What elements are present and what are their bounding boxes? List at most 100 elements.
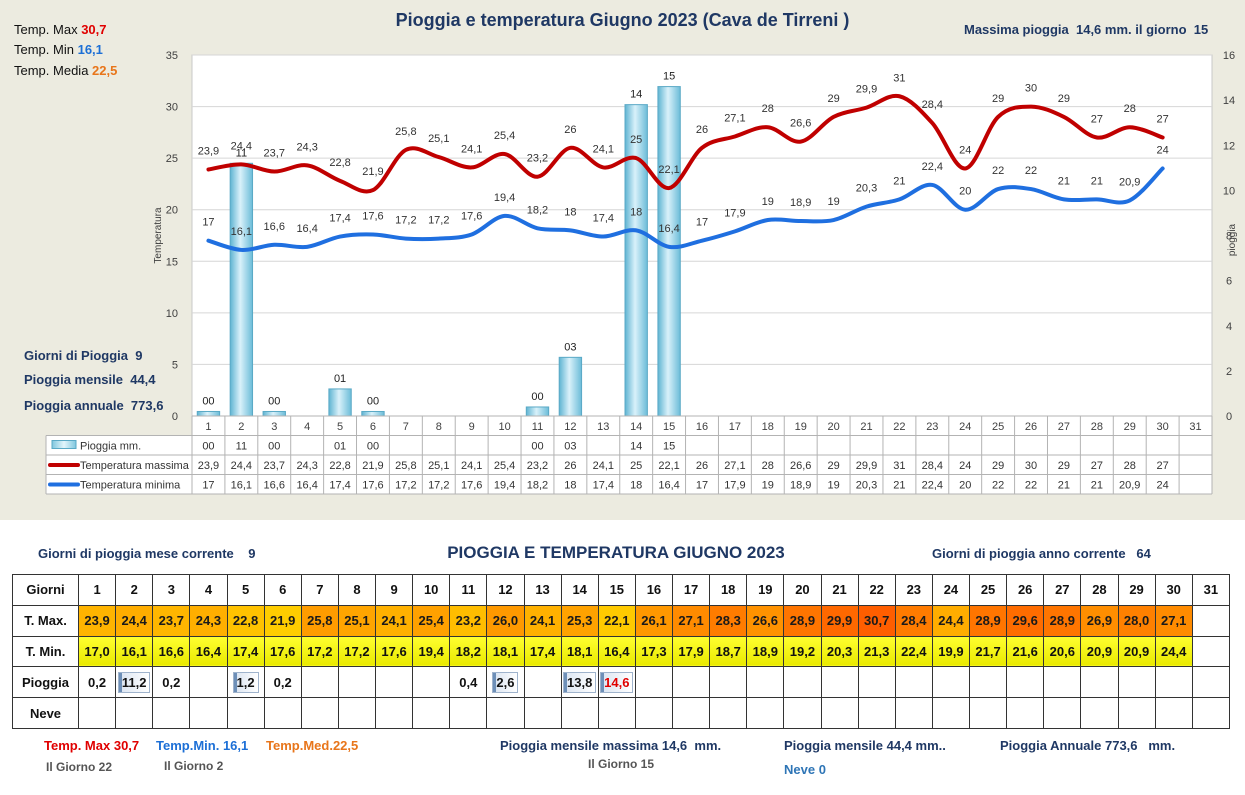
rain-bar xyxy=(525,406,550,417)
tmax-cell xyxy=(1191,604,1231,637)
y2-tick-label: 16 xyxy=(1223,50,1235,62)
snow-cell xyxy=(263,697,302,729)
stat-tmax: Temp. Max 30,7 xyxy=(14,22,107,37)
table-value: 22,1 xyxy=(658,460,679,472)
tmin-cell: 20,9 xyxy=(1117,635,1156,668)
x-tick-label: 31 xyxy=(1189,421,1201,433)
table-value: 17,6 xyxy=(362,480,383,492)
table-value: 31 xyxy=(893,460,905,472)
table-value: 17,4 xyxy=(329,480,350,492)
rain-value: 14,6 xyxy=(600,671,634,693)
tmax-data-label: 25 xyxy=(630,134,642,146)
rain-cell xyxy=(374,666,414,699)
stat-tmed-label: Temp. Media xyxy=(14,63,89,78)
tmax-data-label: 29 xyxy=(1058,93,1070,105)
days-cell: 10 xyxy=(412,574,451,606)
snow-cell xyxy=(931,697,971,729)
rain-bar xyxy=(558,356,583,417)
x-tick-label: 22 xyxy=(893,421,905,433)
tmax-cell: 28,3 xyxy=(709,604,748,637)
tmax-cell: 25,8 xyxy=(300,604,339,637)
table-value: 15 xyxy=(663,441,675,453)
x-tick-label: 10 xyxy=(498,421,510,433)
tmin-cell: 17,4 xyxy=(523,635,562,668)
tmin-data-label: 16,4 xyxy=(296,223,317,235)
tmin-data-label: 16,1 xyxy=(231,226,252,238)
tmin-data-label: 21 xyxy=(1091,175,1103,187)
rain-value xyxy=(651,683,657,687)
table-value: 00 xyxy=(268,441,280,453)
table-value: 26,6 xyxy=(790,460,811,472)
tmin-data-label: 17,9 xyxy=(724,207,745,219)
x-tick-label: 14 xyxy=(630,421,642,433)
snow-cell xyxy=(857,697,896,729)
table-value: 20 xyxy=(959,480,971,492)
rain-cell: 0,2 xyxy=(152,666,191,699)
y-tick-label: 0 xyxy=(172,411,178,423)
rain-value xyxy=(428,683,434,687)
rain-cell xyxy=(189,666,228,699)
tmax-data-label: 25,8 xyxy=(395,126,416,138)
table-value: 26 xyxy=(696,460,708,472)
snow-cell xyxy=(486,697,525,729)
rain-days-month-label: Giorni di pioggia mese corrente xyxy=(38,546,234,561)
y-tick-label: 20 xyxy=(166,205,178,217)
rain-cell xyxy=(337,666,377,699)
x-tick-label: 11 xyxy=(532,421,543,433)
rain-value xyxy=(1208,683,1214,687)
table-value: 17 xyxy=(202,480,214,492)
tmax-cell: 27,1 xyxy=(671,604,711,637)
table-value: 27 xyxy=(1157,460,1169,472)
snow-cell xyxy=(449,697,488,729)
footer-tmed: Temp.Med.22,5 xyxy=(266,738,358,753)
days-cell: 18 xyxy=(709,574,748,606)
days-cell: 30 xyxy=(1154,574,1193,606)
table-value: 19 xyxy=(762,480,774,492)
tmax-data-label: 25,4 xyxy=(494,130,515,142)
tmax-data-label: 25,1 xyxy=(428,133,449,145)
tmin-data-label: 18 xyxy=(630,206,642,218)
table-title: PIOGGIA E TEMPERATURA GIUGNO 2023 xyxy=(447,543,785,562)
tmin-cell: 16,4 xyxy=(597,635,636,668)
tmin-data-label: 17 xyxy=(696,217,708,229)
rain-value: 0,2 xyxy=(162,674,181,690)
x-tick-label: 6 xyxy=(370,421,376,433)
table-value: 14 xyxy=(630,441,642,453)
tmin-cell: 17,6 xyxy=(374,635,414,668)
tmin-data-label: 20,3 xyxy=(856,183,877,195)
tmax-cell: 22,8 xyxy=(226,604,265,637)
days-cell: 23 xyxy=(894,574,933,606)
max-rain-note: Massima pioggia 14,6 mm. il giorno 15 xyxy=(964,22,1208,37)
table-value: 25 xyxy=(630,460,642,472)
stat-tmin: Temp. Min 16,1 xyxy=(14,42,103,57)
footer-monthly-max-unit: mm. xyxy=(694,738,722,753)
x-tick-label: 17 xyxy=(729,421,741,433)
table-value: 23,2 xyxy=(527,460,548,472)
tmin-cell: 20,6 xyxy=(1043,635,1082,668)
y-tick-label: 10 xyxy=(166,308,178,320)
table-value: 17 xyxy=(696,480,708,492)
tmin-cell: 18,2 xyxy=(449,635,488,668)
tmax-row: T. Max. 23,9 24,4 23,7 24,3 22,8 21,9 25,8 25,1 2… xyxy=(12,604,1231,637)
rain-value: 0,4 xyxy=(459,674,478,690)
snow-cell xyxy=(300,697,339,729)
footer-annual: Pioggia Annuale 773,6 mm. xyxy=(1000,738,1175,753)
footer-monthly-max-value: 14,6 xyxy=(661,738,688,753)
y-tick-label: 35 xyxy=(166,50,178,62)
tmax-cell: 28,4 xyxy=(894,604,933,637)
rain-value xyxy=(985,683,991,687)
tmin-cell: 20,3 xyxy=(820,635,859,668)
x-tick-label: 23 xyxy=(926,421,938,433)
rain-bar-label: 01 xyxy=(334,373,346,385)
chart-title: Pioggia e temperatura Giugno 2023 (Cava … xyxy=(395,10,850,30)
snow-cell xyxy=(968,697,1008,729)
y-tick-label: 15 xyxy=(166,256,178,268)
table-value: 19,4 xyxy=(494,480,515,492)
tmin-cell: 24,4 xyxy=(1154,635,1193,668)
days-cell: 27 xyxy=(1043,574,1082,606)
snow-cell xyxy=(1117,697,1156,729)
days-cell: 6 xyxy=(263,574,302,606)
table-value: 28 xyxy=(1124,460,1136,472)
days-cell: 2 xyxy=(115,574,154,606)
tmin-data-label: 16,6 xyxy=(264,221,285,233)
